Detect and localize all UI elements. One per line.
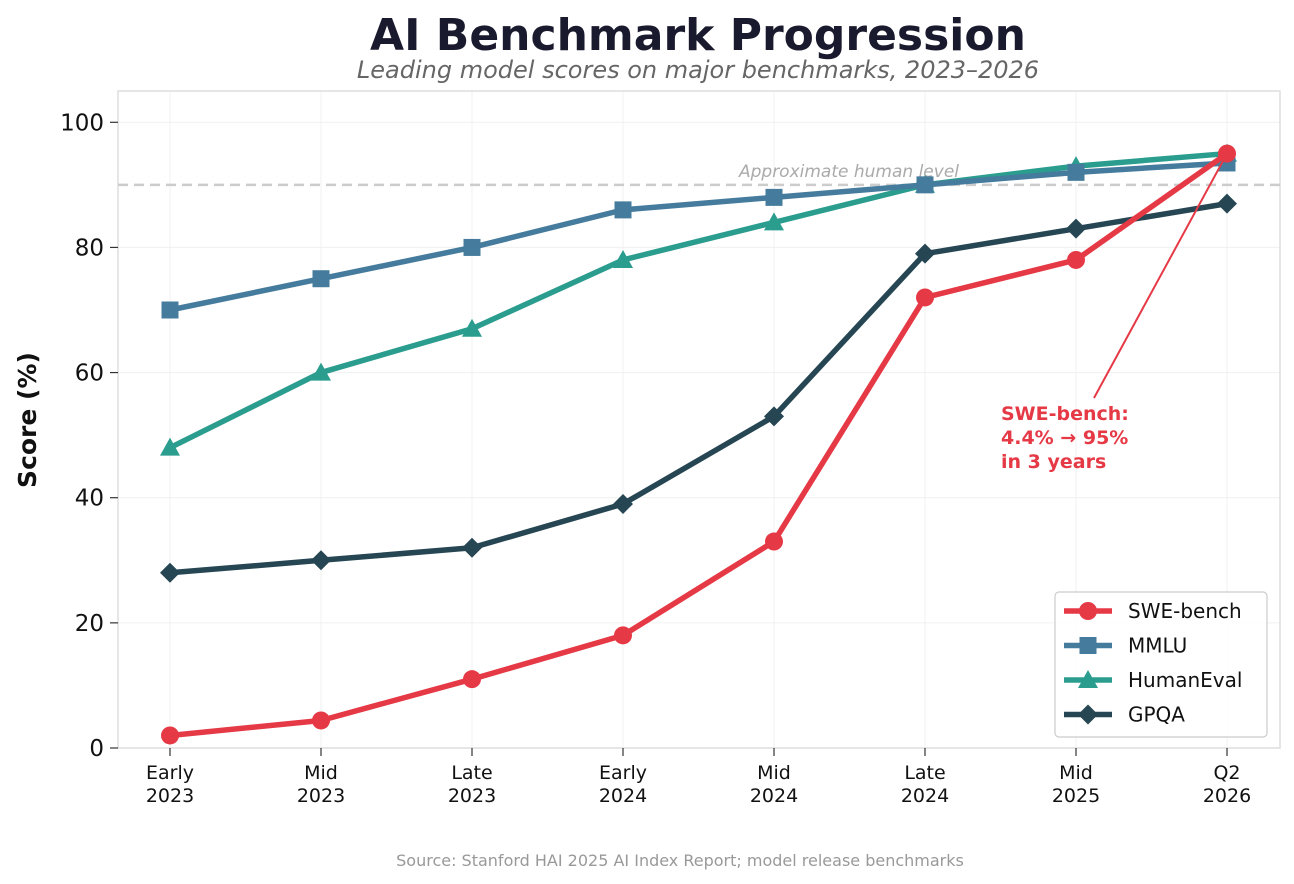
x-tick-label-line: Mid: [757, 762, 791, 784]
legend-swatch-marker: [1079, 637, 1097, 654]
data-point-mmlu: [765, 188, 783, 206]
x-tick-label: Early 2023: [146, 762, 194, 807]
x-tick-label: Early 2024: [599, 762, 647, 807]
y-tick-label: 80: [75, 235, 104, 261]
legend-swatch-marker: [1078, 670, 1098, 688]
data-point-gpqa: [764, 406, 784, 427]
y-axis: 0 20 40 60 80 100: [60, 110, 118, 762]
x-tick-label: Mid 2023: [297, 762, 345, 807]
series-mmlu: [161, 154, 1236, 319]
y-tick-label: 40: [75, 486, 104, 512]
data-point-gpqa: [311, 550, 331, 571]
y-tick-label: 0: [89, 736, 104, 762]
legend: SWE-bench MMLU HumanEval GPQA: [1054, 591, 1268, 738]
legend-swatch-marker: [1079, 602, 1097, 620]
annotation-arrow: [1093, 153, 1228, 399]
plot-area-frame: [117, 90, 1281, 749]
x-tick-label: Mid 2025: [1052, 762, 1100, 807]
data-point-swe-bench: [765, 532, 783, 551]
x-tick-label-line: 2023: [448, 785, 496, 807]
x-tick-label-line: Early: [146, 762, 194, 784]
legend-box: [1054, 591, 1268, 738]
annotation-group: SWE-bench: 4.4% → 95% in 3 years: [1001, 153, 1228, 473]
data-point-gpqa: [1066, 218, 1086, 239]
x-tick-label-line: Early: [599, 762, 647, 784]
data-point-swe-bench: [312, 711, 330, 730]
chart-title: AI Benchmark Progression: [370, 10, 1026, 61]
x-tick-label-line: Late: [904, 762, 945, 784]
data-point-gpqa: [613, 493, 633, 514]
legend-item-gpqa: GPQA: [1064, 703, 1185, 727]
x-tick-label-line: 2023: [146, 785, 194, 807]
legend-label: GPQA: [1128, 703, 1185, 727]
x-tick-label-line: 2024: [599, 785, 647, 807]
human-level-label: Approximate human level: [738, 162, 959, 182]
annotation-line: 4.4% → 95%: [1001, 427, 1128, 449]
series-swe-bench: [161, 144, 1236, 745]
y-axis-label: Score (%): [13, 352, 42, 488]
x-tick-label-line: Mid: [1059, 762, 1093, 784]
data-point-mmlu: [916, 176, 934, 194]
y-tick-label: 20: [75, 611, 104, 637]
legend-swatch-marker: [1078, 704, 1098, 725]
data-point-swe-bench: [463, 670, 481, 689]
x-tick-label-line: 2025: [1052, 785, 1100, 807]
legend-item-humaneval: HumanEval: [1064, 668, 1242, 692]
data-point-gpqa: [160, 562, 180, 583]
series-line-humaneval: [167, 150, 1230, 451]
data-point-humaneval: [160, 437, 180, 456]
data-point-mmlu: [161, 301, 179, 319]
legend-item-mmlu: MMLU: [1064, 634, 1187, 658]
data-point-gpqa: [1217, 193, 1237, 214]
data-point-gpqa: [462, 537, 482, 558]
data-point-mmlu: [463, 238, 481, 256]
series-line-mmlu: [167, 160, 1230, 313]
x-tick-label-line: 2024: [750, 785, 798, 807]
data-point-humaneval: [311, 362, 331, 381]
data-point-humaneval: [764, 212, 784, 231]
y-tick-label: 60: [75, 361, 104, 387]
x-tick-label: Late 2024: [901, 762, 949, 807]
x-tick-label: Mid 2024: [750, 762, 798, 807]
data-point-swe-bench: [1067, 250, 1085, 269]
annotation-text: SWE-bench: 4.4% → 95% in 3 years: [1001, 403, 1129, 473]
source-note: Source: Stanford HAI 2025 AI Index Repor…: [396, 851, 964, 870]
x-tick-label: Late 2023: [448, 762, 496, 807]
data-point-humaneval: [462, 318, 482, 337]
series-line-gpqa: [167, 200, 1230, 576]
x-tick-label-line: Mid: [304, 762, 338, 784]
legend-label: MMLU: [1128, 634, 1187, 658]
series-group: [160, 143, 1237, 745]
x-tick-label-line: Late: [451, 762, 492, 784]
data-point-mmlu: [1067, 163, 1085, 181]
chart-subtitle: Leading model scores on major benchmarks…: [357, 56, 1039, 84]
legend-item-swe-bench: SWE-bench: [1064, 599, 1242, 623]
annotation-line: SWE-bench:: [1001, 403, 1129, 425]
data-point-swe-bench: [161, 726, 179, 745]
data-point-swe-bench: [916, 288, 934, 307]
y-tick-label: 100: [60, 110, 104, 136]
x-tick-label-line: 2023: [297, 785, 345, 807]
legend-label: SWE-bench: [1128, 599, 1242, 623]
x-tick-label-line: 2026: [1203, 785, 1251, 807]
series-line-swe-bench: [167, 150, 1230, 739]
x-tick-label: Q2 2026: [1203, 762, 1251, 807]
data-point-swe-bench: [614, 626, 632, 645]
data-point-mmlu: [312, 270, 330, 288]
series-gpqa: [160, 193, 1237, 583]
legend-label: HumanEval: [1128, 668, 1242, 692]
x-tick-label-line: Q2: [1213, 762, 1240, 784]
reference-line-group: Approximate human level: [118, 162, 1280, 187]
x-tick-label-line: 2024: [901, 785, 949, 807]
data-point-humaneval: [613, 249, 633, 268]
data-point-mmlu: [614, 201, 632, 219]
annotation-line: in 3 years: [1001, 451, 1106, 473]
data-point-gpqa: [915, 243, 935, 264]
